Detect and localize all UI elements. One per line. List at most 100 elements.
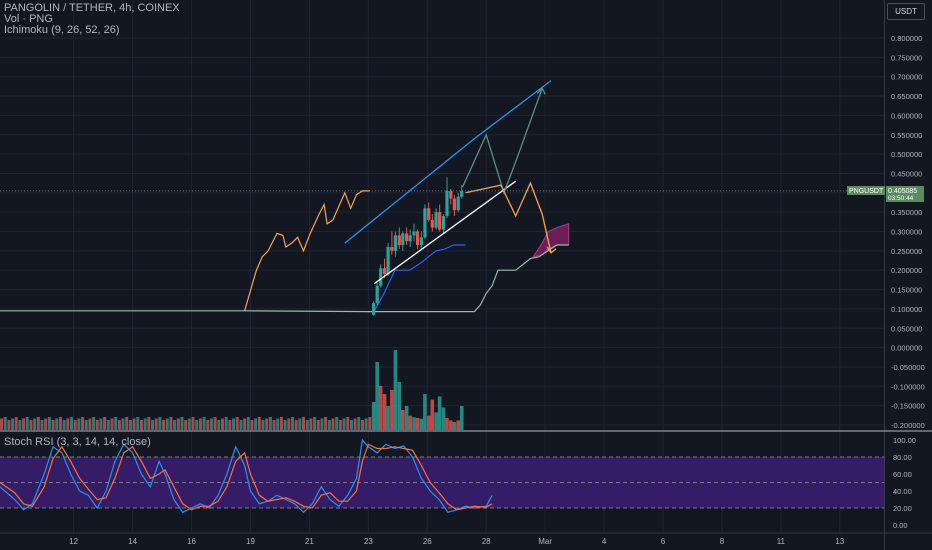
volume-bar [213, 417, 217, 430]
volume-bar [195, 420, 199, 430]
volume-indicator-label[interactable]: Vol · PNG [4, 13, 53, 25]
volume-bar [114, 417, 118, 430]
volume-bar [184, 420, 188, 430]
volume-bar [191, 417, 195, 430]
volume-bar [239, 420, 243, 430]
volume-bar [378, 386, 383, 430]
candle-body [427, 208, 431, 220]
currency-button[interactable]: USDT [887, 3, 925, 20]
stoch-rsi-label[interactable]: Stoch RSI (3, 3, 14, 14, close) [4, 436, 151, 448]
volume-bar [397, 382, 402, 430]
volume-bar [449, 420, 453, 430]
ichimoku-indicator-label[interactable]: Ichimoku (9, 26, 52, 26) [4, 24, 120, 36]
projection-down-arrowhead [546, 246, 557, 254]
y-tick-label: 0.050000 [891, 324, 922, 333]
candle-body [412, 231, 416, 236]
candle-body [415, 231, 420, 246]
volume-bar [158, 417, 162, 430]
volume-bar [320, 418, 324, 430]
volume-bar [390, 390, 394, 430]
volume-bar [287, 418, 291, 430]
volume-bar [69, 417, 73, 430]
volume-bar [290, 417, 294, 430]
volume-bar [357, 417, 361, 430]
volume-bar [313, 417, 317, 430]
grid-layer [0, 0, 884, 532]
volume-bar [206, 420, 210, 430]
volume-bar [162, 420, 166, 430]
volume-bar [81, 417, 85, 430]
y-tick-label: 0.600000 [891, 111, 922, 120]
stoch-y-tick-label: 100.00 [893, 436, 916, 445]
volume-bar [139, 420, 143, 430]
x-tick-label: 13 [835, 537, 844, 546]
candle-body [434, 212, 438, 228]
stoch-y-tick-label: 40.00 [893, 487, 912, 496]
symbol-title[interactable]: PANGOLIN / TETHER, 4h, COINEX [4, 2, 180, 14]
volume-bar [106, 420, 110, 430]
volume-bar [169, 417, 173, 430]
candle-body [449, 190, 453, 199]
volume-bar [327, 420, 331, 430]
volume-bar [40, 420, 44, 430]
stoch-layer [0, 438, 884, 514]
x-tick-label: 8 [720, 537, 725, 546]
channel-lower-line [373, 180, 517, 285]
x-tick-label: 12 [69, 537, 78, 546]
volume-bar [22, 418, 26, 430]
x-tick-label: 28 [482, 537, 491, 546]
y-tick-label: 0.200000 [891, 266, 922, 275]
volume-bar [246, 417, 250, 430]
volume-bar [128, 420, 132, 430]
volume-bar [254, 418, 258, 430]
y-tick-label: 0.800000 [891, 34, 922, 43]
x-tick-label: 23 [364, 537, 373, 546]
volume-bar [95, 420, 99, 430]
stoch-series-line [0, 438, 493, 514]
volume-bar [187, 418, 191, 430]
drawing-layer [344, 80, 557, 285]
ichimoku-series-line [0, 244, 569, 313]
ichimoku-series-line [373, 244, 466, 312]
volume-bar [408, 415, 412, 430]
volume-bar [459, 406, 464, 430]
volume-bar [224, 417, 228, 430]
candle-body [460, 190, 464, 197]
y-tick-label: 0.700000 [891, 73, 922, 82]
volume-bar [103, 417, 107, 430]
candle-body [379, 268, 383, 286]
volume-bar [132, 418, 136, 430]
volume-bar [346, 417, 350, 430]
volume-layer [0, 350, 464, 430]
volume-bar [283, 420, 287, 430]
volume-bar [279, 417, 283, 430]
volume-bar [342, 418, 346, 430]
y-tick-label: 0.150000 [891, 286, 922, 295]
volume-bar [11, 418, 15, 430]
volume-bar [382, 394, 387, 430]
volume-bar [368, 417, 372, 430]
price-tag-symbol: PNGUSDT [849, 188, 884, 195]
stoch-y-tick-label: 60.00 [893, 470, 912, 479]
y-tick-label: 0.500000 [891, 150, 922, 159]
volume-bar [243, 418, 247, 430]
volume-bar [47, 417, 51, 430]
stoch-y-tick-label: 80.00 [893, 453, 912, 462]
x-tick-label: 11 [777, 537, 786, 546]
volume-bar [305, 420, 309, 430]
volume-bar [364, 418, 368, 430]
candle-body [372, 303, 376, 315]
candle-body [438, 212, 442, 230]
y-tick-label: 0.350000 [891, 208, 922, 217]
y-tick-label: -0.150000 [891, 402, 925, 411]
volume-bar [257, 417, 261, 430]
volume-bar [44, 418, 48, 430]
volume-bar [209, 418, 213, 430]
ichimoku-layer [0, 190, 570, 313]
volume-bar [110, 418, 114, 430]
x-tick-label: 26 [423, 537, 432, 546]
projection-down-path [465, 181, 552, 253]
volume-bar [371, 402, 376, 430]
volume-bar [445, 418, 449, 430]
